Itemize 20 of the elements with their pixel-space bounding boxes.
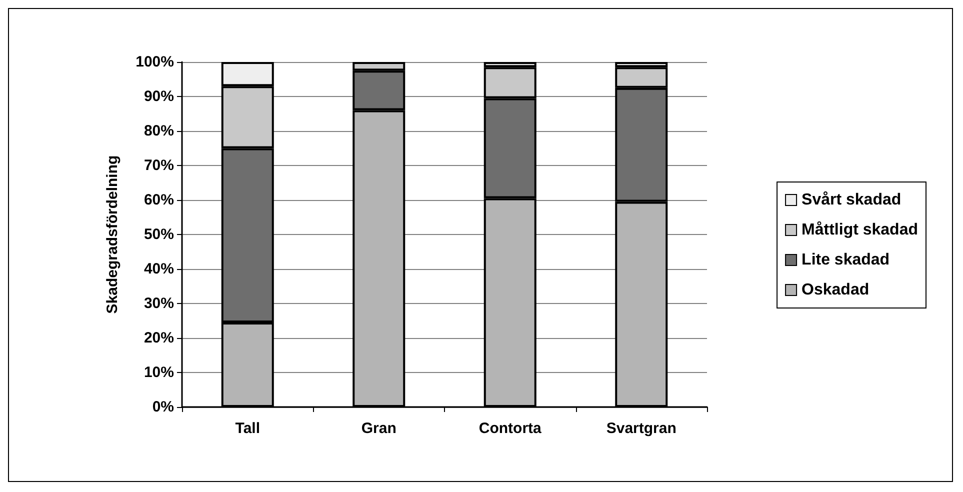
y-tick-label: 90%: [144, 88, 174, 105]
y-tick-label: 70%: [144, 157, 174, 174]
x-tick-label: Contorta: [478, 420, 542, 437]
y-tick-label: 20%: [144, 330, 174, 346]
y-tick-label: 0%: [152, 398, 174, 416]
y-tick-label: 60%: [144, 192, 174, 208]
legend-label: Lite skadad: [802, 252, 890, 268]
y-tick-label: 80%: [144, 122, 174, 140]
x-tick-label: Tall: [235, 420, 260, 437]
y-tick-label: 50%: [144, 226, 174, 243]
x-tick-label: Svartgran: [606, 420, 676, 437]
legend-label: Måttligt skadad: [802, 220, 918, 238]
x-tick-label: Gran: [361, 420, 396, 437]
y-tick-label: 100%: [136, 54, 174, 70]
legend-label: Svårt skadad: [802, 190, 902, 208]
y-axis-title: Skadegradsfördelning: [104, 155, 121, 314]
y-tick-label: 10%: [144, 364, 174, 381]
y-tick-label: 40%: [144, 260, 174, 278]
y-tick-label: 30%: [144, 295, 174, 312]
legend-label: Oskadad: [802, 282, 870, 298]
